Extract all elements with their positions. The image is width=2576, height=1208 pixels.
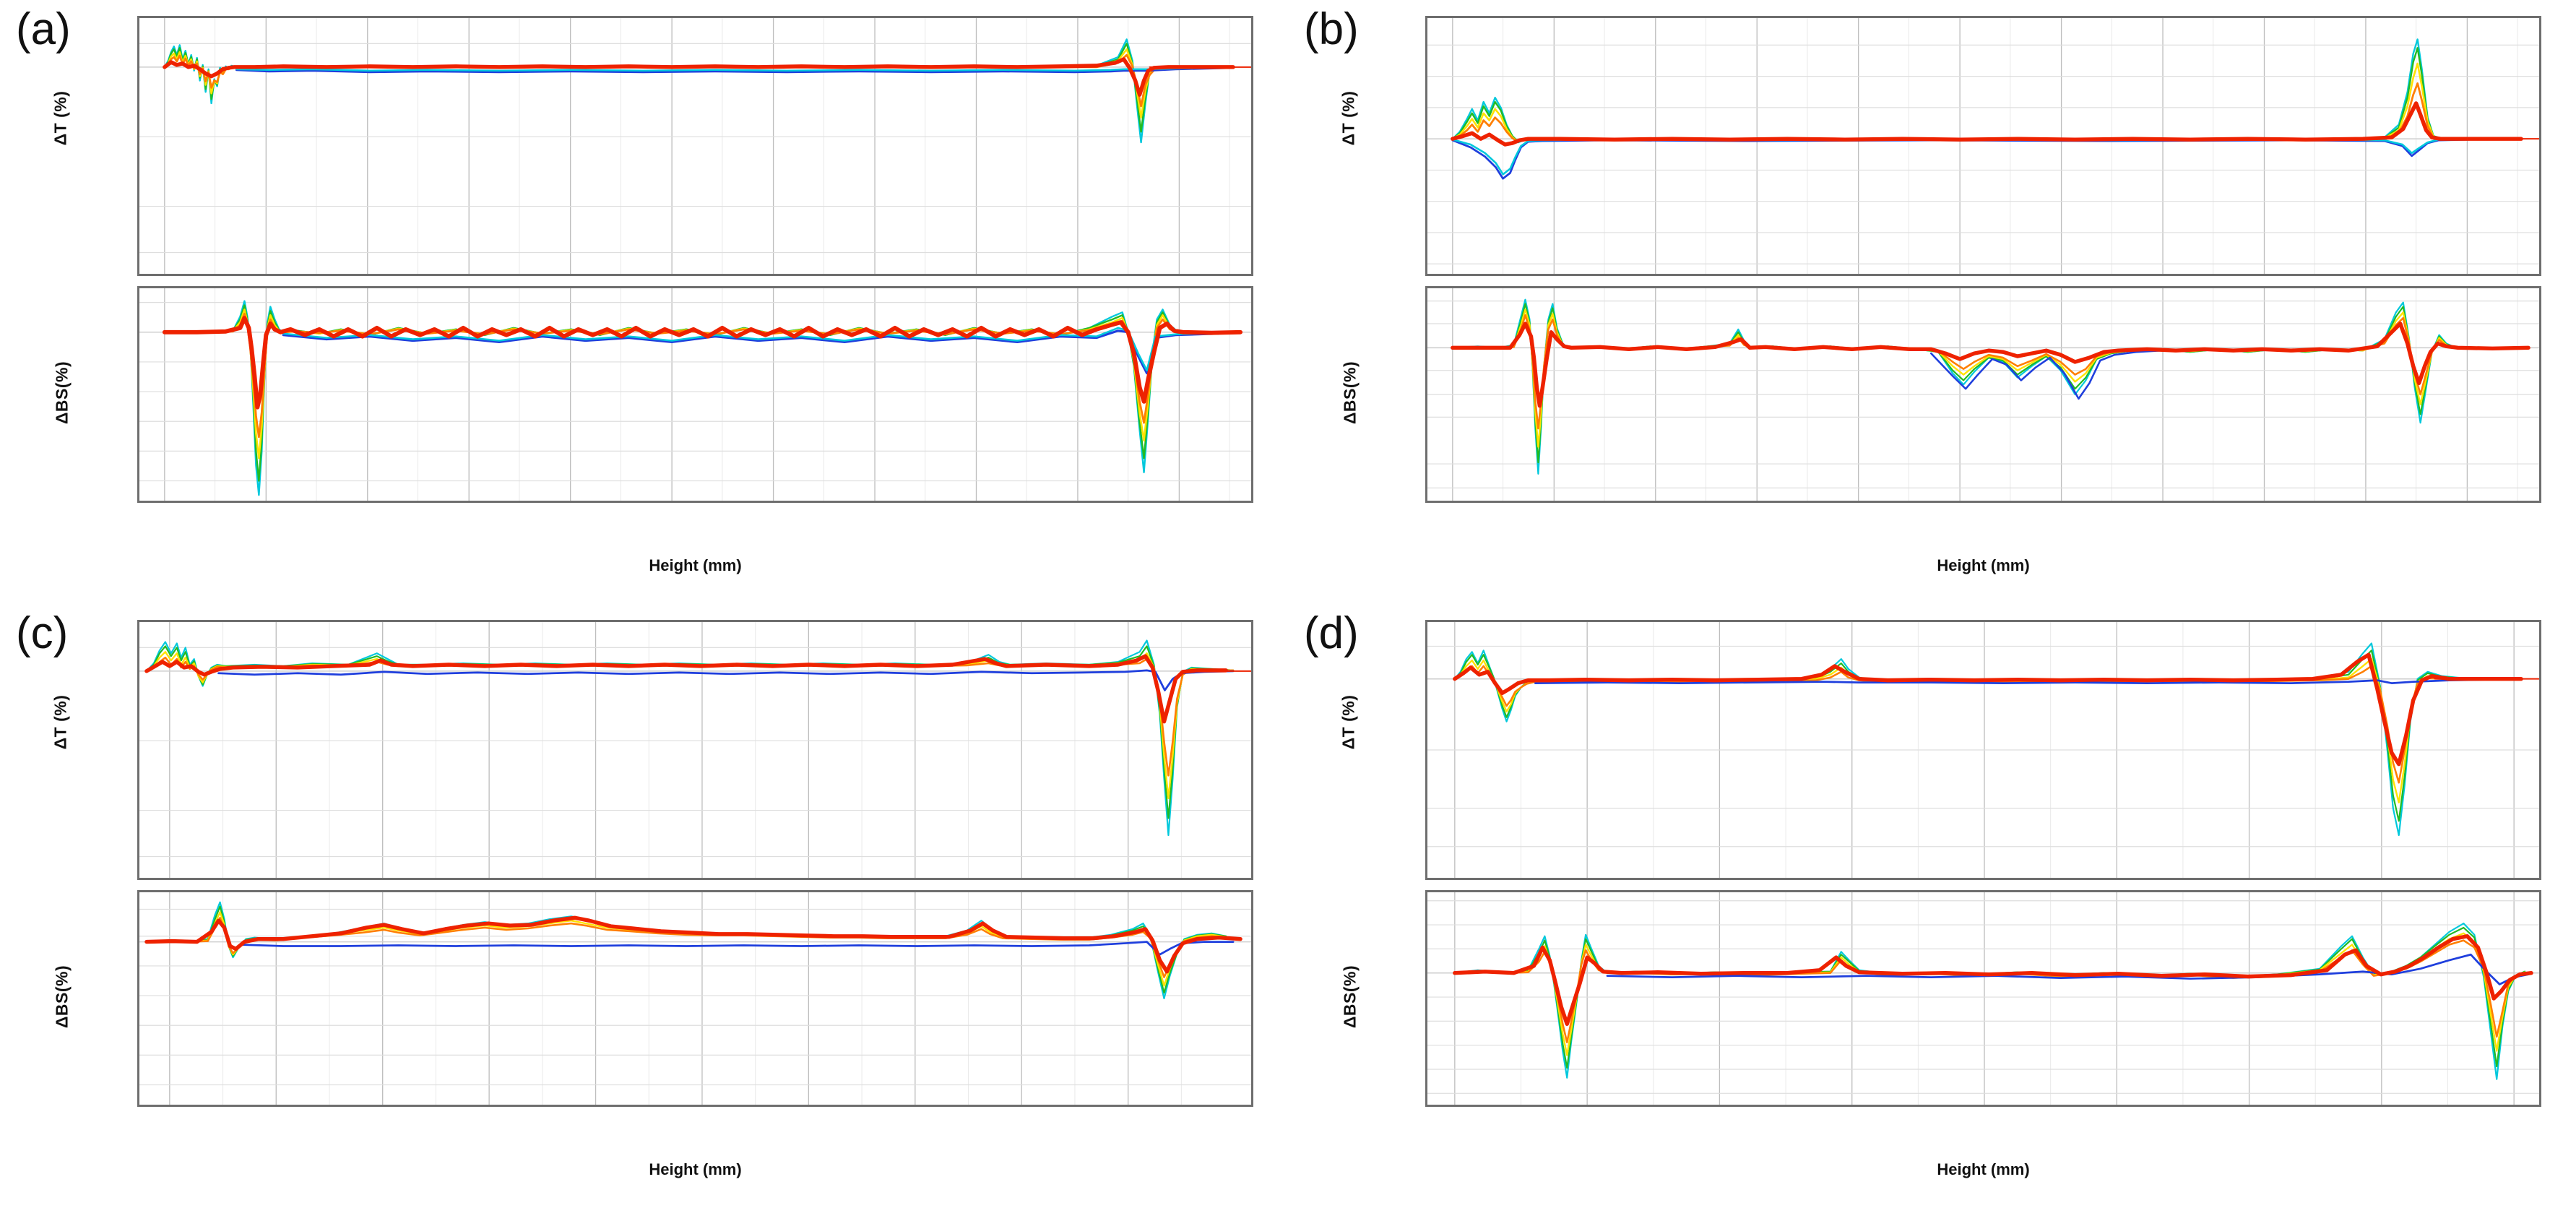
panel-d-bottom-plot: 5 0 -5 0 1 2 3 4 5 6 7 8 9 10 11 12 13 1… <box>1425 890 2541 1107</box>
panel-b-tag: (b) <box>1304 4 1359 54</box>
panel-b-bottom-plot: 0 -5 0 1 2 3 4 5 6 7 8 9 10 11 12 13 14 … <box>1425 286 2541 503</box>
panel-d-bottom-ylabel: ΔBS(%) <box>1340 965 1360 1029</box>
panel-c-top-plot: 0 -20 -40 <box>137 620 1253 880</box>
panel-b-xlabel: Height (mm) <box>1937 556 2030 574</box>
panel-a-bottom-svg <box>139 288 1251 501</box>
panel-c-bottom-svg <box>139 892 1251 1105</box>
panel-d-top-ylabel: ΔT (%) <box>1339 694 1358 750</box>
panel-c-xlabel: Height (mm) <box>649 1160 742 1178</box>
panel-b-top-ylabel: ΔT (%) <box>1339 90 1358 146</box>
panel-b-bottom-ylabel: ΔBS(%) <box>1340 361 1360 425</box>
panel-d-top-plot: 0 -20 <box>1425 620 2541 880</box>
panel-a-top-svg <box>139 18 1251 274</box>
panel-c-tag: (c) <box>16 608 69 658</box>
panel-d-top-svg <box>1427 622 2539 878</box>
panel-b-top-svg <box>1427 18 2539 274</box>
panel-a-tag: (a) <box>16 4 71 54</box>
panel-c-bottom-plot: 0 -5 -10 1 2 3 4 5 6 7 8 9 10 11 12 13 1… <box>137 890 1253 1107</box>
panel-a-bottom-ylabel: ΔBS(%) <box>52 361 72 425</box>
panel-c: (c) ΔT (%) <box>0 604 1288 1208</box>
panel-d-bottom-svg <box>1427 892 2539 1105</box>
panel-b: (b) ΔT (%) <box>1288 0 2576 604</box>
panel-c-bottom-ylabel: ΔBS(%) <box>52 965 72 1029</box>
panel-b-bottom-svg <box>1427 288 2539 501</box>
panel-d: (d) ΔT (%) <box>1288 604 2576 1208</box>
panel-a: (a) ΔT (%) <box>0 0 1288 604</box>
panel-a-bottom-plot: 0 -5 -10 0 1 2 3 4 5 6 7 8 9 10 11 12 13… <box>137 286 1253 503</box>
panel-c-top-ylabel: ΔT (%) <box>51 694 70 750</box>
panel-a-top-plot: 0 -20 -40 <box>137 16 1253 276</box>
panel-d-tag: (d) <box>1304 608 1359 658</box>
panel-a-top-ylabel: ΔT (%) <box>51 90 70 146</box>
panel-b-top-plot: 20 0 -20 <box>1425 16 2541 276</box>
panel-c-top-svg <box>139 622 1251 878</box>
panel-d-xlabel: Height (mm) <box>1937 1160 2030 1178</box>
panel-a-xlabel: Height (mm) <box>649 556 742 574</box>
